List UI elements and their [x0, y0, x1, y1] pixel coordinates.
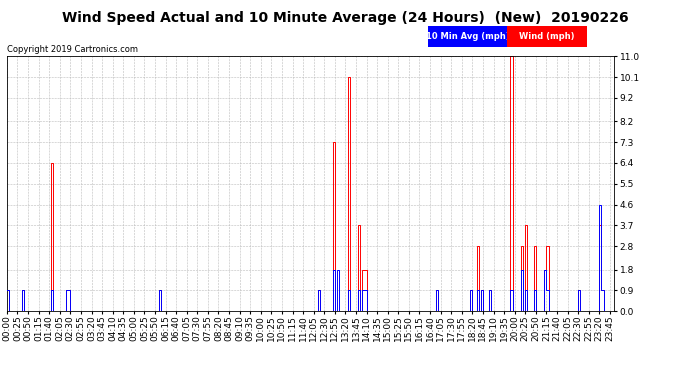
Text: Copyright 2019 Cartronics.com: Copyright 2019 Cartronics.com [7, 45, 138, 54]
Text: Wind (mph): Wind (mph) [519, 32, 575, 41]
Text: 10 Min Avg (mph): 10 Min Avg (mph) [426, 32, 509, 41]
Text: Wind Speed Actual and 10 Minute Average (24 Hours)  (New)  20190226: Wind Speed Actual and 10 Minute Average … [61, 11, 629, 25]
